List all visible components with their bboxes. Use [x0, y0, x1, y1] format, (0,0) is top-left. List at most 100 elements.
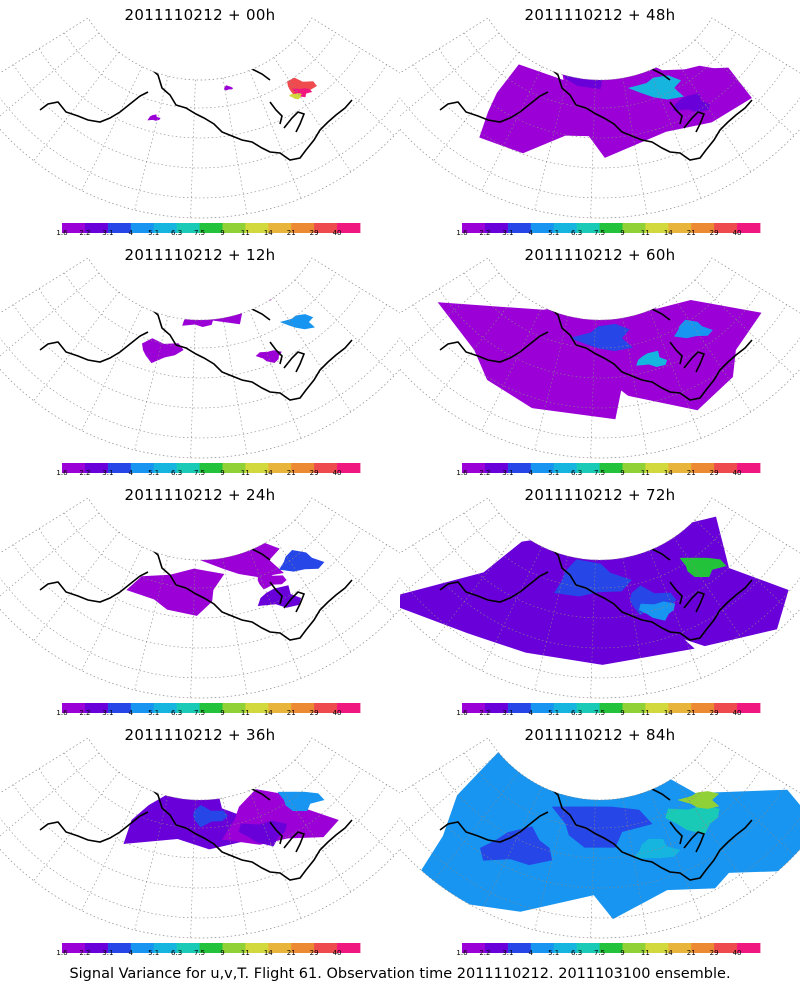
meridian-gridline	[694, 759, 795, 856]
map-plot	[0, 17, 400, 233]
colorbar-swatch	[62, 463, 86, 473]
variance-region	[673, 93, 711, 113]
latitude-gridline	[64, 752, 336, 829]
latitude-gridline	[464, 752, 736, 829]
map-plot	[0, 737, 400, 953]
variance-region	[199, 541, 284, 578]
coastline	[269, 581, 283, 605]
variance-region	[182, 310, 214, 327]
map-panel: 1.6 2.2 3.1 4 5.1 6.3 7.5 9 11 14 21 29 40 2011110212…	[0, 480, 400, 718]
coastline	[149, 547, 353, 641]
colorbar-tick-label: 4	[128, 469, 133, 477]
colorbar-labels: 1.6 2.2 3.1 4 5.1 6.3 7.5 9 11 14 21 29 40	[0, 709, 400, 719]
meridian-gridline	[649, 70, 702, 199]
meridian-gridline	[694, 279, 795, 376]
colorbar-tick-label: 2.2	[79, 469, 91, 477]
colorbar-tick-label: 14	[263, 949, 273, 957]
panel-title: 2011110212 + 84h	[524, 726, 676, 744]
colorbar-swatch	[576, 943, 600, 953]
meridian-gridline	[81, 306, 143, 431]
coastline	[149, 307, 353, 401]
coastline	[39, 331, 149, 363]
colorbar-tick-label: 40	[732, 949, 742, 957]
colorbar-tick-label: 7.5	[193, 469, 206, 477]
meridian-gridline	[534, 316, 569, 451]
colorbar-tick-label: 11	[640, 469, 650, 477]
variance-region	[638, 601, 676, 621]
meridian-gridline	[649, 790, 702, 919]
colorbar-tick-label: 11	[240, 709, 250, 717]
meridian-gridline	[81, 546, 143, 671]
colorbar-swatch	[622, 943, 646, 953]
colorbar-swatch	[484, 463, 509, 473]
colorbar-tick-label: 9	[620, 949, 625, 957]
colorbar-swatch	[291, 223, 315, 233]
colorbar-swatch	[268, 463, 292, 473]
coastline	[669, 581, 683, 605]
colorbar-tick-label: 7.5	[593, 949, 606, 957]
colorbar-swatch	[84, 943, 109, 953]
colorbar-tick-label: 40	[332, 949, 342, 957]
latitude-gridline	[0, 800, 400, 919]
colorbar-swatch	[691, 943, 715, 953]
meridian-gridline	[694, 519, 795, 616]
map-panel: 1.6 2.2 3.1 4 5.1 6.3 7.5 9 11 14 21 29 40 2011110212…	[400, 480, 800, 718]
coastline	[149, 67, 353, 161]
colorbar-tick-label: 4	[128, 709, 133, 717]
coastline	[549, 787, 753, 881]
colorbar-tick-label: 21	[686, 949, 696, 957]
colorbar-swatch	[668, 463, 692, 473]
colorbar-swatch	[107, 463, 132, 473]
colorbar-tick-label: 5.1	[548, 709, 560, 717]
latitude-gridline	[464, 272, 736, 349]
variance-region	[636, 350, 668, 367]
colorbar-swatch	[462, 223, 486, 233]
meridian-gridline	[81, 786, 143, 911]
meridian-gridline	[190, 319, 196, 458]
variance-region	[255, 350, 282, 363]
colorbar-tick-label: 40	[732, 709, 742, 717]
colorbar-tick-label: 40	[332, 709, 342, 717]
colorbar-tick-label: 4	[128, 949, 133, 957]
colorbar-swatch	[337, 943, 361, 953]
meridian-gridline	[481, 786, 543, 911]
colorbar-tick-label: 1.6	[56, 949, 68, 957]
meridian-gridline	[694, 39, 795, 136]
map-panel: 1.6 2.2 3.1 4 5.1 6.3 7.5 9 11 14 21 29 40 2011110212…	[400, 720, 800, 958]
colorbar-swatch	[245, 223, 269, 233]
colorbar-swatch	[737, 703, 761, 713]
map-plot	[400, 497, 800, 713]
colorbar-tick-label: 9	[220, 949, 225, 957]
meridian-gridline	[294, 759, 395, 856]
variance-region	[519, 107, 552, 123]
colorbar-swatch	[691, 223, 715, 233]
variance-region	[551, 806, 653, 848]
colorbar-tick-label: 6.3	[171, 229, 183, 237]
colorbar-swatch	[62, 943, 86, 953]
variance-region	[665, 805, 720, 835]
coastline	[439, 571, 549, 603]
meridian-gridline	[673, 777, 752, 893]
colorbar-tick-label: 3.1	[102, 709, 114, 717]
coastline	[549, 307, 753, 401]
coastline	[669, 341, 683, 365]
colorbar-tick-label: 6.3	[571, 469, 583, 477]
colorbar-tick-label: 11	[240, 469, 250, 477]
coastline	[283, 591, 306, 613]
colorbar-swatch	[245, 943, 269, 953]
colorbar-swatch	[153, 223, 178, 233]
colorbar-swatch	[291, 943, 315, 953]
panel-title: 2011110212 + 12h	[124, 246, 276, 264]
colorbar-tick-label: 1.6	[456, 469, 468, 477]
colorbar-swatch	[268, 703, 292, 713]
colorbar-swatch	[484, 943, 509, 953]
latitude-gridline	[64, 512, 336, 589]
colorbar-swatch	[268, 223, 292, 233]
colorbar-tick-label: 3.1	[102, 229, 114, 237]
colorbar-tick-label: 40	[332, 469, 342, 477]
panel-title: 2011110212 + 60h	[524, 246, 676, 264]
colorbar-tick-label: 7.5	[593, 709, 606, 717]
coastline	[683, 591, 706, 613]
colorbar-swatch	[484, 703, 509, 713]
colorbar-tick-label: 29	[709, 949, 719, 957]
